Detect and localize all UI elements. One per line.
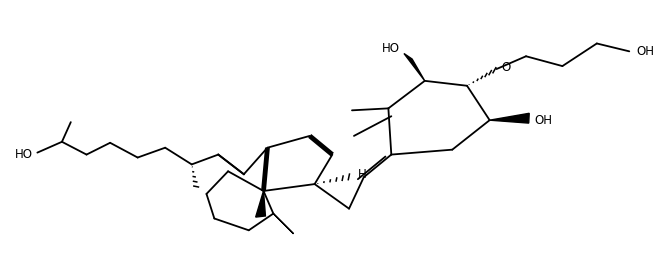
Polygon shape (490, 113, 529, 123)
Polygon shape (404, 54, 424, 81)
Text: OH: OH (636, 45, 654, 58)
Text: O: O (502, 61, 511, 74)
Text: H: H (358, 168, 367, 181)
Text: OH: OH (534, 114, 552, 127)
Text: HO: HO (382, 42, 400, 55)
Polygon shape (273, 213, 294, 234)
Text: HO: HO (14, 148, 33, 161)
Polygon shape (256, 191, 266, 217)
